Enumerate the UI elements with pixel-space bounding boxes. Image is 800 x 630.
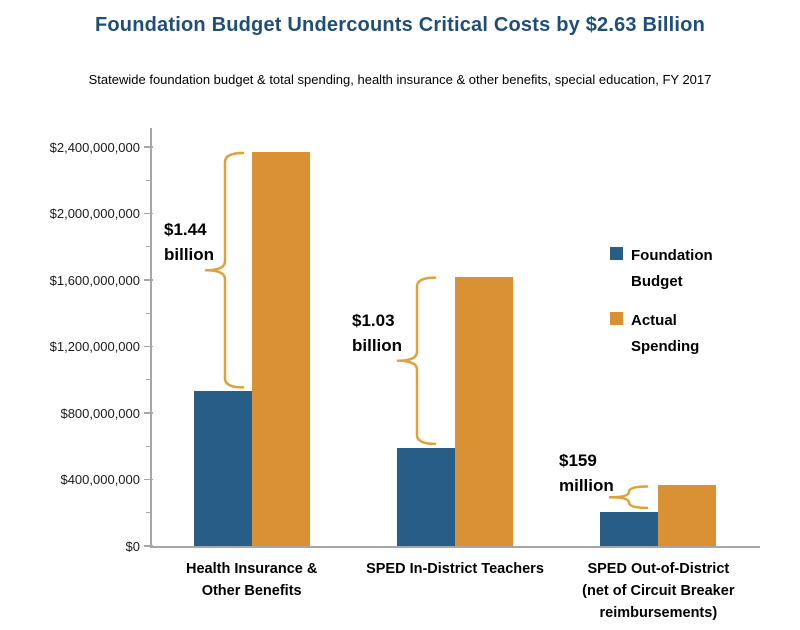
- gap-brace-2: [608, 485, 649, 510]
- y-axis-line: [150, 128, 152, 547]
- legend-swatch-actual-spending: [610, 312, 623, 325]
- bar-actual-spending-2: [658, 485, 717, 546]
- y-axis-major-tick: [144, 146, 153, 148]
- y-axis-tick-label: $800,000,000: [60, 405, 140, 421]
- chart-title: Foundation Budget Undercounts Critical C…: [94, 14, 706, 36]
- x-axis-line: [150, 546, 760, 548]
- gap-brace-1: [396, 276, 437, 446]
- y-axis-minor-tick: [146, 512, 151, 514]
- y-axis-tick-label: $0: [125, 538, 140, 554]
- bar-actual-spending-1: [455, 276, 513, 546]
- legend-item-actual-spending: Actual Spending: [610, 308, 730, 360]
- y-axis-tick-label: $2,400,000,000: [49, 139, 140, 155]
- y-axis-tick-label: $2,000,000,000: [49, 206, 140, 221]
- category-label-0: Health Insurance & Other Benefits: [185, 561, 318, 599]
- legend: Foundation Budget Actual Spending: [610, 243, 730, 360]
- bar-actual-spending-0: [251, 151, 310, 546]
- category-label-2: SPED Out-of-District (net of Circuit Bre…: [582, 561, 735, 621]
- y-axis-minor-tick: [146, 246, 151, 248]
- y-axis-major-tick: [144, 412, 153, 414]
- gap-brace-0: [204, 151, 245, 389]
- category-label-1: SPED In-District Teachers: [366, 561, 544, 577]
- legend-swatch-foundation-budget: [610, 247, 623, 260]
- y-axis-major-tick: [144, 212, 153, 215]
- chart-subtitle: Statewide foundation budget & total spen…: [88, 72, 712, 87]
- y-axis-tick-label: $1,600,000,000: [49, 272, 140, 288]
- y-axis-major-tick: [144, 345, 153, 348]
- y-axis-tick-label: $1,200,000,000: [49, 339, 140, 354]
- legend-label-actual-spending: Actual Spending: [631, 312, 700, 355]
- bar-foundation-budget-0: [193, 391, 252, 546]
- y-axis-major-tick: [144, 478, 153, 481]
- y-axis-minor-tick: [146, 312, 151, 314]
- y-axis-minor-tick: [146, 379, 151, 381]
- gap-annotation-label-2: $159 million: [559, 451, 614, 495]
- y-axis-minor-tick: [146, 445, 151, 447]
- bar-foundation-budget-1: [397, 447, 455, 546]
- y-axis-major-tick: [144, 279, 153, 281]
- legend-label-foundation-budget: Foundation Budget: [631, 247, 713, 290]
- y-axis-major-tick: [144, 545, 153, 547]
- gap-annotation-label-1: $1.03 billion: [352, 311, 403, 355]
- bar-foundation-budget-2: [600, 511, 659, 546]
- y-axis-tick-label: $400,000,000: [60, 472, 140, 487]
- y-axis-minor-tick: [146, 179, 151, 181]
- legend-item-foundation-budget: Foundation Budget: [610, 243, 730, 295]
- gap-annotation-label-0: $1.44 billion: [164, 220, 215, 264]
